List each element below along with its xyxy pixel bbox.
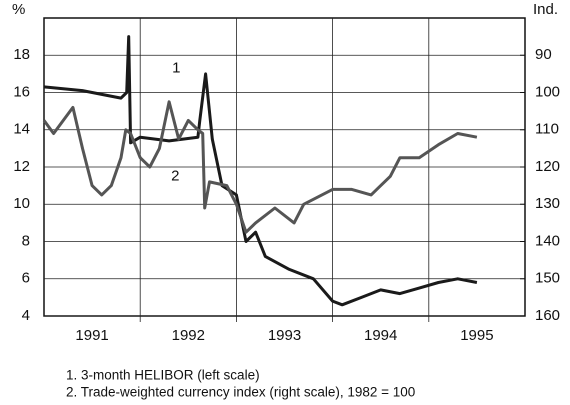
y2-axis-label: Ind. bbox=[533, 1, 558, 18]
y-axis-label: % bbox=[12, 1, 25, 18]
y2-tick-label: 160 bbox=[535, 307, 560, 324]
annotation: 1 bbox=[172, 59, 180, 76]
data-line bbox=[43, 35, 478, 307]
y2-tick-label: 90 bbox=[535, 46, 552, 63]
y2-tick-label: 150 bbox=[535, 270, 560, 287]
x-tick-label: 1995 bbox=[460, 327, 493, 344]
x-tick-label: 1993 bbox=[268, 327, 301, 344]
x-tick-label: 1991 bbox=[75, 327, 108, 344]
y2-tick-label: 130 bbox=[535, 195, 560, 212]
y2-tick-label: 110 bbox=[535, 121, 559, 138]
y2-tick-label: 100 bbox=[535, 83, 560, 100]
y-tick-label: 16 bbox=[13, 83, 30, 100]
y-tick-label: 6 bbox=[22, 270, 30, 287]
y-tick-label: 4 bbox=[22, 307, 30, 324]
y2-tick-label: 140 bbox=[535, 232, 560, 249]
annotation: 2 bbox=[171, 167, 179, 184]
y-tick-label: 18 bbox=[13, 46, 30, 63]
legend-entry: 1. 3-month HELIBOR (left scale) bbox=[66, 368, 260, 383]
y-tick-label: 12 bbox=[13, 158, 30, 175]
y-tick-label: 8 bbox=[22, 232, 30, 249]
y-tick-label: 14 bbox=[13, 121, 30, 138]
legend-entry: 2. Trade-weighted currency index (right … bbox=[66, 385, 415, 400]
y2-tick-label: 120 bbox=[535, 158, 560, 175]
data-line bbox=[42, 100, 478, 234]
y-tick-label: 10 bbox=[13, 195, 30, 212]
x-tick-label: 1992 bbox=[172, 327, 205, 344]
x-tick-label: 1994 bbox=[364, 327, 397, 344]
